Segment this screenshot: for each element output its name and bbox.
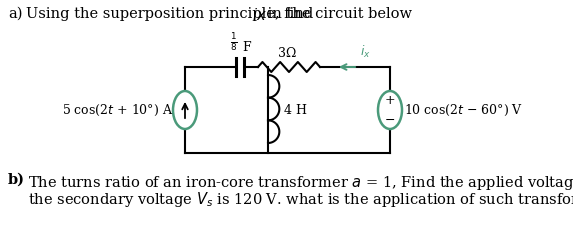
Ellipse shape: [378, 91, 402, 129]
Text: +: +: [384, 94, 395, 106]
Text: $\frac{1}{8}$: $\frac{1}{8}$: [230, 31, 238, 53]
Text: b): b): [8, 173, 25, 187]
Text: $ix$: $ix$: [252, 7, 267, 23]
Text: 3Ω: 3Ω: [278, 47, 296, 60]
Text: the secondary voltage $V_s$ is 120 V. what is the application of such transforme: the secondary voltage $V_s$ is 120 V. wh…: [28, 190, 573, 209]
Text: $i_x$: $i_x$: [360, 44, 371, 60]
Text: 5 cos(2$t$ + 10°) A: 5 cos(2$t$ + 10°) A: [62, 102, 173, 118]
Text: The turns ratio of an iron-core transformer $a$ = 1, Find the applied voltage $V: The turns ratio of an iron-core transfor…: [28, 173, 573, 194]
Text: −: −: [384, 114, 395, 126]
Text: Using the superposition principle, find: Using the superposition principle, find: [26, 7, 318, 21]
Text: 10 cos(2$t$ − 60°) V: 10 cos(2$t$ − 60°) V: [404, 102, 523, 118]
Text: 4 H: 4 H: [284, 103, 307, 117]
Text: F: F: [242, 41, 250, 54]
Text: in the circuit below: in the circuit below: [263, 7, 412, 21]
Text: a): a): [8, 7, 22, 21]
Ellipse shape: [173, 91, 197, 129]
